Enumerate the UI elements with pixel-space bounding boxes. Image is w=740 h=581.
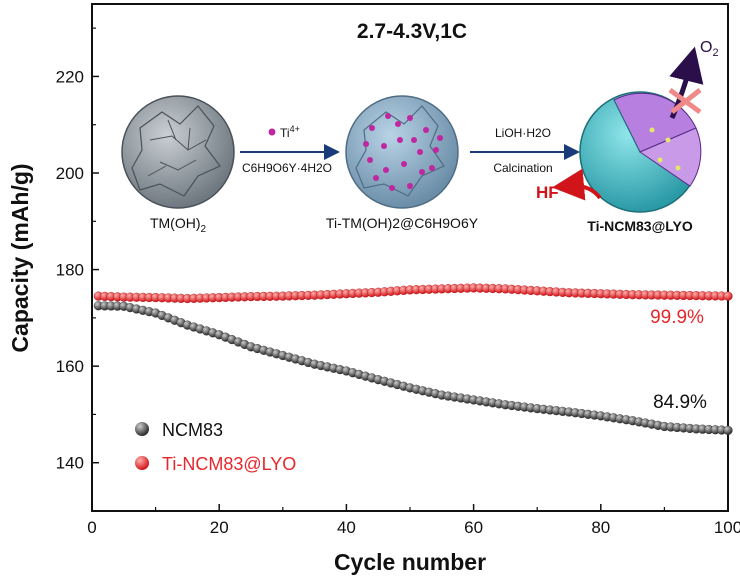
ti-coating-dot xyxy=(411,137,417,143)
ti-ion-icon xyxy=(268,128,276,136)
synthesis-schematic: TM(OH)2 Ti4+ C6H9O6Y·4H2O Ti-TM(OH)2@C6H… xyxy=(121,39,719,235)
x-axis-title: Cycle number xyxy=(334,549,486,575)
x-tick-label: 100 xyxy=(714,518,740,537)
sphere2-label: Ti-TM(OH)2@C6H9O6Y xyxy=(326,215,479,231)
legend-label-ncm83: NCM83 xyxy=(162,420,223,440)
sphere3-label: Ti-NCM83@LYO xyxy=(587,218,693,234)
ti-coating-dot xyxy=(389,185,395,191)
step2-top-label: LiOH·H2O xyxy=(495,126,551,140)
ti-coating-dot xyxy=(363,141,369,147)
data-point-ti-ncm83-lyo xyxy=(723,291,733,301)
ti-coating-dot xyxy=(385,113,391,119)
tm-oh2-particle-illustration xyxy=(121,95,235,209)
ti-coating-dot xyxy=(373,175,379,181)
ti-coating-dot xyxy=(407,115,413,121)
step2-bottom-label: Calcination xyxy=(493,161,552,175)
x-tick-label: 0 xyxy=(87,518,96,537)
data-point-ncm83 xyxy=(723,425,733,435)
y-tick-label: 140 xyxy=(56,454,84,473)
x-tick-label: 60 xyxy=(464,518,483,537)
blocked-cross-icon xyxy=(668,87,702,115)
x-tick-label: 20 xyxy=(210,518,229,537)
ti-coating-dot xyxy=(437,135,443,141)
ti-coating-dot xyxy=(433,147,439,153)
legend-marker-ncm83 xyxy=(135,422,149,436)
ti-coating-dot xyxy=(367,157,373,163)
ti-coated-precursor-illustration xyxy=(345,95,459,209)
y-axis-title: Capacity (mAh/g) xyxy=(7,163,33,352)
sphere1-label: TM(OH)2 xyxy=(150,215,207,235)
ti-ncm83-retention-label: 99.9% xyxy=(650,307,704,328)
legend-marker-ti-ncm83-lyo xyxy=(135,456,149,470)
ti-coating-dot xyxy=(381,143,387,149)
y-tick-label: 200 xyxy=(56,164,84,183)
ti-coating-dot xyxy=(429,165,435,171)
y-tick-label: 160 xyxy=(56,357,84,376)
step1-formula: C6H9O6Y·4H2O xyxy=(242,161,332,175)
series-layer xyxy=(93,283,733,435)
legend-item-ti-ncm83-lyo: Ti-NCM83@LYO xyxy=(135,454,296,474)
x-tick-label: 40 xyxy=(337,518,356,537)
step1-ti-label: Ti4+ xyxy=(280,124,300,140)
axis-ticks xyxy=(91,27,729,511)
chart-title: 2.7-4.3V,1C xyxy=(357,20,467,43)
ti-coating-dot xyxy=(407,183,413,189)
y-tick-label: 220 xyxy=(56,67,84,86)
hf-label: HF xyxy=(536,183,559,202)
x-tick-label: 80 xyxy=(591,518,610,537)
legend-label-ti-ncm83-lyo: Ti-NCM83@LYO xyxy=(162,454,296,474)
hf-scavenging-arrow xyxy=(552,168,602,201)
legend-item-ncm83: NCM83 xyxy=(135,420,223,440)
series-ncm83 xyxy=(93,301,733,435)
o2-label: O2 xyxy=(700,39,719,59)
ti-coating-dot xyxy=(395,121,401,127)
series-ti-ncm83-lyo xyxy=(93,283,733,304)
ti-coating-dot xyxy=(423,127,429,133)
ti-coating-dot xyxy=(419,169,425,175)
ncm83-retention-label: 84.9% xyxy=(653,392,707,413)
ti-coating-dot xyxy=(383,167,389,173)
legend: NCM83 Ti-NCM83@LYO xyxy=(135,420,296,474)
ti-coating-dot xyxy=(397,137,403,143)
ti-coating-dot xyxy=(417,149,423,155)
ti-coating-dot xyxy=(369,125,375,131)
axis-tick-labels: 0 20 40 60 80 100 140 160 180 200 220 xyxy=(56,67,740,537)
y-tick-label: 180 xyxy=(56,261,84,280)
ti-coating-dot xyxy=(401,161,407,167)
